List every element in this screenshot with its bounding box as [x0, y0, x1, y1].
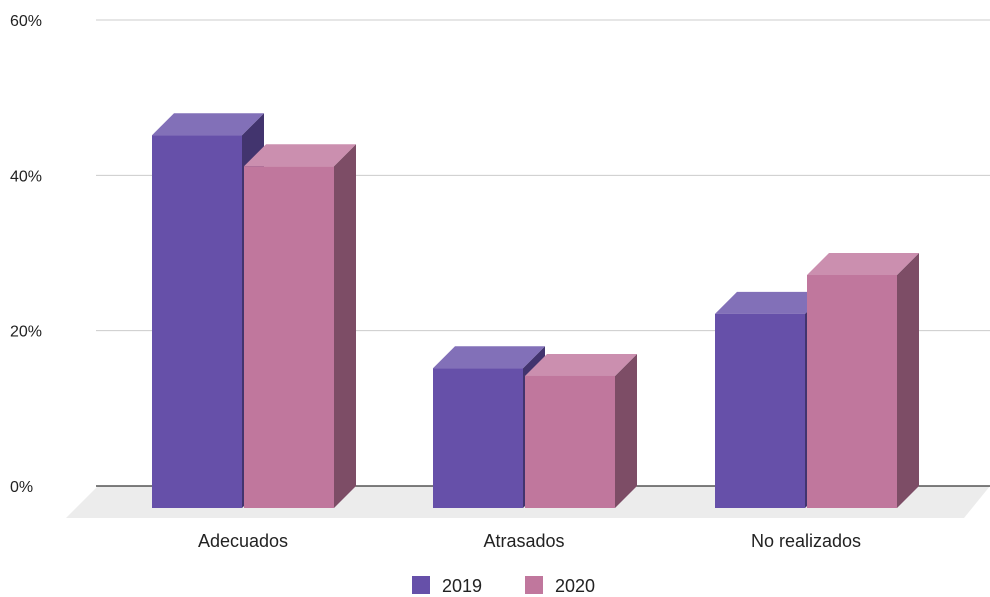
y-tick-label-1: 20%: [10, 324, 42, 341]
x-category-label-0: Adecuados: [198, 531, 288, 551]
y-axis-ticks: 0% 20% 40% 60%: [10, 13, 42, 496]
x-axis-categories: Adecuados Atrasados No realizados: [198, 531, 861, 551]
bars: [152, 113, 919, 508]
legend-label-2019: 2019: [442, 576, 482, 596]
legend-label-2020: 2020: [555, 576, 595, 596]
legend-swatch-2019: [412, 576, 430, 594]
x-category-label-2: No realizados: [751, 531, 861, 551]
x-category-label-1: Atrasados: [483, 531, 564, 551]
bar-2020-1: [525, 353, 637, 508]
legend-swatch-2020: [525, 576, 543, 594]
bar-2020-2: [807, 253, 919, 508]
y-tick-label-0: 0%: [10, 479, 33, 496]
legend: 2019 2020: [412, 576, 595, 596]
y-tick-label-3: 60%: [10, 13, 42, 30]
bar-2020-0: [244, 144, 356, 508]
y-tick-label-2: 40%: [10, 168, 42, 185]
